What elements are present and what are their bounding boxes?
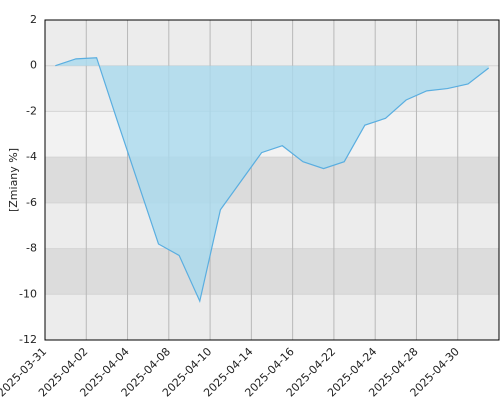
line [55, 57, 490, 304]
y-tick-label: -12 [19, 333, 37, 346]
band [45, 157, 499, 203]
y-tick-label: -10 [19, 287, 37, 300]
y-tick-label: -2 [26, 104, 37, 117]
band [45, 294, 499, 340]
y-tick-label: -6 [26, 196, 37, 209]
area [55, 57, 489, 302]
plot-border [44, 19, 500, 341]
y-tick-label: 2 [30, 13, 37, 26]
y-axis-label: [Zmiany %] [7, 148, 20, 212]
band [45, 202, 499, 249]
y-tick-label: -4 [26, 150, 37, 163]
band [45, 20, 499, 66]
y-tick-label: -8 [26, 242, 37, 255]
band [45, 248, 499, 295]
y-tick-label: 0 [30, 59, 37, 72]
